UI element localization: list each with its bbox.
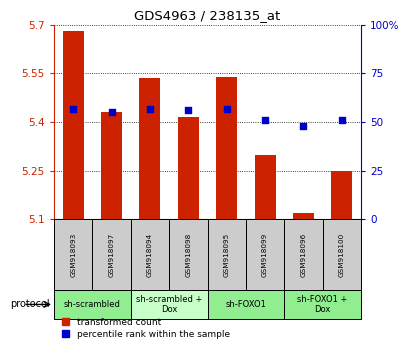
Bar <box>63 31 84 219</box>
Text: GSM918100: GSM918100 <box>339 233 345 277</box>
Bar <box>131 290 208 319</box>
Text: sh-FOXO1 +
Dox: sh-FOXO1 + Dox <box>298 295 348 314</box>
Point <box>223 105 230 111</box>
Text: GSM918099: GSM918099 <box>262 233 268 277</box>
Bar <box>169 219 208 290</box>
Point <box>300 123 307 129</box>
Point <box>262 118 269 123</box>
Point <box>108 110 115 115</box>
Title: GDS4963 / 238135_at: GDS4963 / 238135_at <box>134 9 281 22</box>
Text: GSM918098: GSM918098 <box>186 233 191 277</box>
Text: GSM918097: GSM918097 <box>109 233 115 277</box>
Text: GSM918093: GSM918093 <box>70 233 76 277</box>
Bar <box>284 219 323 290</box>
Bar <box>323 219 361 290</box>
Bar <box>101 113 122 219</box>
Text: GSM918095: GSM918095 <box>224 233 229 277</box>
Bar <box>139 78 161 219</box>
Text: sh-FOXO1: sh-FOXO1 <box>225 300 266 309</box>
Bar <box>208 290 284 319</box>
Bar <box>293 213 314 219</box>
Point <box>70 105 76 111</box>
Bar <box>178 117 199 219</box>
Bar <box>216 77 237 219</box>
Bar <box>254 155 276 219</box>
Legend: transformed count, percentile rank within the sample: transformed count, percentile rank withi… <box>59 314 233 342</box>
Text: GSM918096: GSM918096 <box>300 233 306 277</box>
Point <box>185 108 192 113</box>
Bar <box>208 219 246 290</box>
Bar <box>246 219 284 290</box>
Text: sh-scrambled +
Dox: sh-scrambled + Dox <box>136 295 202 314</box>
Point <box>146 105 153 111</box>
Bar <box>284 290 361 319</box>
Bar <box>54 219 92 290</box>
Bar <box>54 290 131 319</box>
Bar <box>93 219 131 290</box>
Point <box>339 118 345 123</box>
Text: protocol: protocol <box>10 299 50 309</box>
Text: GSM918094: GSM918094 <box>147 233 153 277</box>
Bar <box>131 219 169 290</box>
Bar <box>331 171 352 219</box>
Text: sh-scrambled: sh-scrambled <box>64 300 121 309</box>
